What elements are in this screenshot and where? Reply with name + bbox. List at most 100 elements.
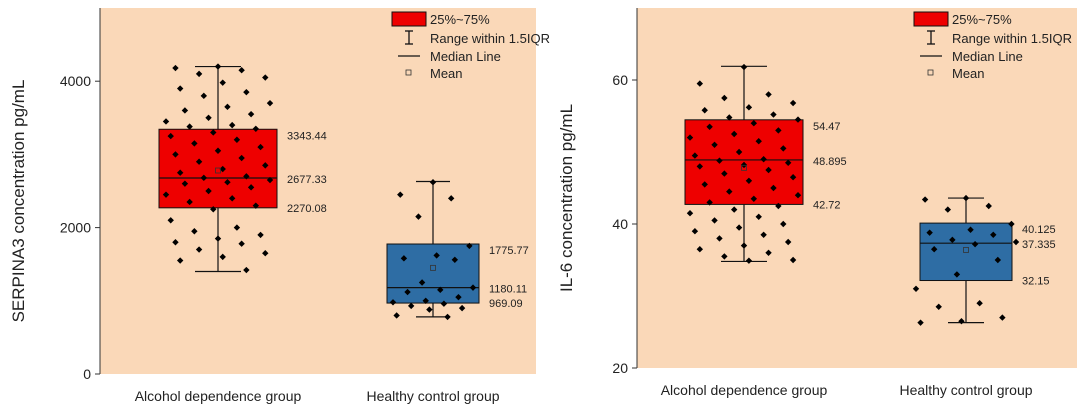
data-point: [458, 304, 466, 312]
data-point: [691, 228, 699, 235]
q1-label: 969.09: [489, 298, 523, 310]
mean-marker: [741, 164, 747, 171]
data-point: [262, 74, 269, 81]
data-point: [912, 285, 920, 292]
data-point: [789, 99, 797, 107]
y-tick-label: 2000: [60, 220, 91, 236]
data-point: [219, 253, 226, 261]
q3-label: 54.47: [813, 121, 841, 133]
data-point: [716, 157, 723, 164]
data-point: [755, 213, 762, 220]
data-point: [760, 156, 767, 163]
data-point: [262, 250, 269, 257]
data-point: [418, 279, 426, 286]
y-tick-label: 20: [612, 360, 628, 376]
data-point: [191, 228, 198, 235]
data-point: [243, 88, 250, 96]
data-point: [770, 184, 777, 192]
data-point: [944, 206, 952, 213]
data-point: [765, 166, 772, 174]
median-label: 48.895: [813, 156, 847, 168]
legend-label-iqr: 25%~75%: [430, 12, 490, 27]
data-point: [238, 67, 245, 74]
data-point: [393, 312, 400, 319]
box-alcohol: 54.47 48.895 42.72: [684, 63, 847, 264]
data-point: [440, 300, 448, 307]
data-point: [466, 242, 473, 250]
data-point: [219, 79, 226, 86]
x-category-label: Healthy control group: [366, 388, 499, 404]
legend-box-swatch: [913, 11, 949, 27]
data-point: [765, 249, 772, 256]
mean-marker: [215, 167, 221, 174]
data-point: [1008, 220, 1015, 228]
legend: 25%~75% Range within 1.5IQR Median Line Mea…: [391, 11, 550, 81]
data-point: [711, 141, 718, 148]
data-point: [794, 116, 802, 123]
data-point: [740, 63, 748, 71]
data-point: [162, 191, 170, 198]
data-point: [181, 180, 189, 187]
data-point: [455, 293, 462, 301]
q3-label: 40.125: [1022, 224, 1056, 236]
q3-label: 1775.77: [489, 245, 529, 257]
data-point: [228, 121, 236, 129]
data-point: [214, 147, 222, 154]
data-point: [696, 246, 704, 253]
data-point: [266, 176, 274, 184]
data-point: [257, 143, 264, 151]
data-point: [195, 158, 203, 165]
y-tick-label: 4000: [60, 73, 91, 89]
data-point: [784, 238, 792, 246]
data-point: [745, 257, 753, 264]
iqr-box: [158, 128, 278, 209]
data-point: [195, 70, 203, 78]
chart-panel-2: 20 40 60 IL-6 concentration pg/mL 54.47 48.89…: [557, 8, 1077, 398]
data-point: [962, 194, 970, 202]
legend-label-median: Median Line: [430, 49, 501, 64]
data-point: [200, 174, 208, 182]
data-point: [745, 104, 753, 111]
box-healthy: 1775.77 1180.11 969.09: [386, 179, 529, 321]
data-point: [686, 134, 694, 141]
data-point: [726, 114, 733, 121]
data-point: [701, 107, 708, 114]
y-axis-title: IL-6 concentration pg/mL: [557, 104, 576, 292]
x-category-label: Alcohol dependence group: [135, 388, 302, 404]
data-point: [172, 64, 179, 72]
data-point: [706, 123, 713, 130]
data-point: [210, 206, 217, 213]
legend-mean-swatch: [405, 69, 412, 76]
data-point: [711, 217, 718, 224]
data-point: [167, 217, 174, 224]
data-point: [735, 148, 743, 156]
data-point: [949, 236, 956, 244]
data-point: [721, 170, 728, 177]
data-point: [451, 256, 459, 264]
data-point: [686, 210, 694, 217]
data-point: [691, 152, 699, 159]
q1-label: 2270.08: [287, 203, 327, 215]
data-point: [422, 297, 429, 304]
legend-box-swatch: [391, 11, 427, 27]
data-point: [233, 224, 241, 231]
data-point: [252, 202, 260, 209]
data-point: [726, 188, 733, 195]
data-point: [780, 145, 787, 152]
data-point: [191, 140, 198, 147]
data-point: [926, 229, 933, 236]
data-point: [930, 246, 938, 253]
data-point: [224, 103, 231, 111]
data-point: [917, 319, 924, 326]
data-point: [214, 63, 222, 70]
data-point: [780, 220, 787, 228]
y-tick-label: 40: [612, 216, 628, 232]
data-point: [162, 118, 170, 125]
box-alcohol: 3343.44 2677.33 2270.08: [158, 63, 327, 274]
data-point: [789, 256, 797, 264]
data-point: [1012, 238, 1020, 246]
data-point: [238, 154, 245, 162]
data-point: [696, 80, 704, 87]
data-point: [469, 284, 477, 291]
data-point: [397, 191, 404, 198]
